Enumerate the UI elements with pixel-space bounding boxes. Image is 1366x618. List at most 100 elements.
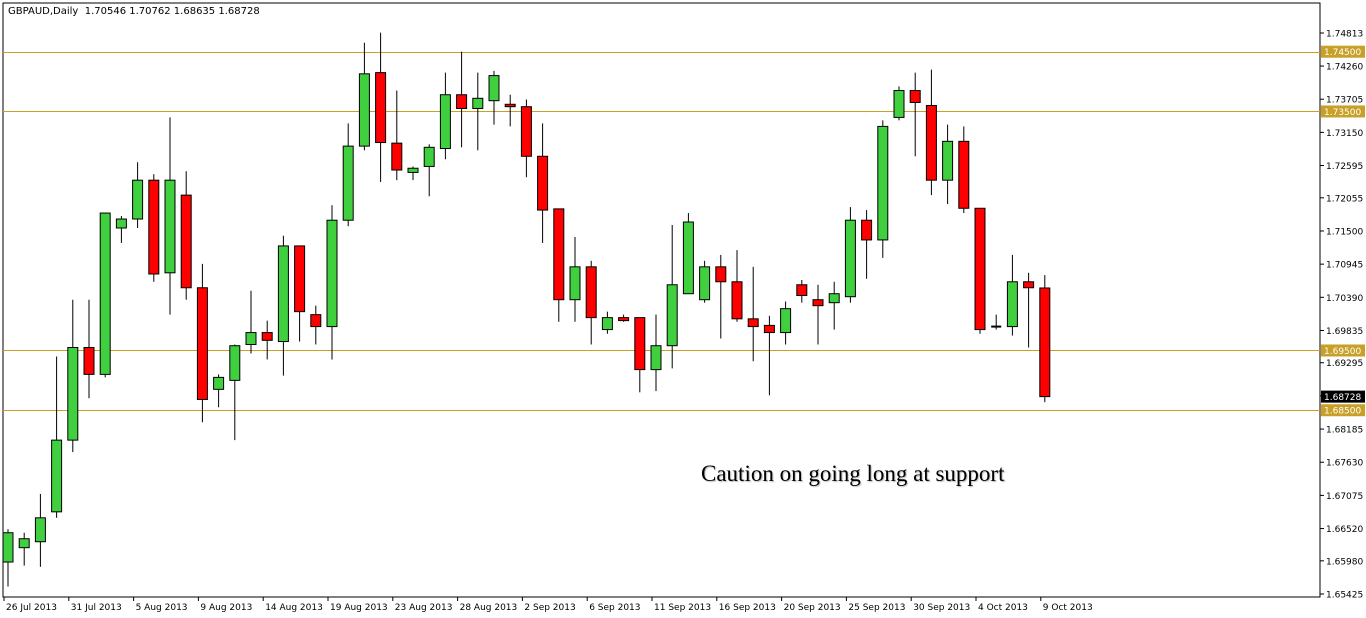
- date-tick-label: 6 Sep 2013: [589, 603, 640, 613]
- candle-body: [83, 347, 95, 375]
- price-axis: 1.74813 1.74260 1.73705 1.73150 1.72595 1.720…: [1320, 30, 1365, 601]
- candle-body: [326, 219, 338, 328]
- candle-body: [731, 281, 743, 320]
- candle-body: [180, 194, 192, 289]
- price-tick-label: 1.72055: [1326, 194, 1363, 204]
- candle-body: [196, 287, 208, 400]
- price-tick-label: 1.69295: [1326, 359, 1363, 369]
- candle-body: [861, 219, 873, 241]
- candle-body: [958, 140, 970, 209]
- candle-body: [391, 142, 403, 171]
- price-tick-label: 1.73150: [1326, 129, 1363, 139]
- candle-body: [715, 266, 727, 283]
- candle-body: [569, 266, 581, 301]
- price-tick-label: 1.69835: [1326, 327, 1363, 337]
- date-tick-label: 5 Aug 2013: [136, 603, 188, 613]
- date-tick-label: 23 Aug 2013: [395, 603, 453, 613]
- date-tick-label: 30 Sep 2013: [913, 603, 970, 613]
- price-tick-label: 1.67630: [1326, 459, 1363, 469]
- date-tick-label: 9 Aug 2013: [200, 603, 252, 613]
- candle-body: [877, 125, 889, 241]
- price-tick-label: 1.65425: [1326, 591, 1363, 601]
- price-tick-label: 1.66520: [1326, 525, 1363, 535]
- candle-body: [893, 90, 905, 118]
- date-tick-label: 11 Sep 2013: [654, 603, 711, 613]
- price-tick-label: 1.68185: [1326, 426, 1363, 436]
- candle-body: [650, 345, 662, 371]
- candle-body: [601, 317, 613, 331]
- price-tick-label: 1.70390: [1326, 294, 1363, 304]
- candle-body: [585, 266, 597, 319]
- chart-annotation: Caution on going long at support: [701, 461, 1005, 486]
- date-tick-label: 31 Jul 2013: [71, 603, 122, 613]
- candle-body: [699, 266, 711, 301]
- date-tick-label: 19 Aug 2013: [330, 603, 388, 613]
- price-tick-label: 1.73705: [1326, 96, 1363, 106]
- level-price-tag: [1321, 404, 1365, 417]
- level-price-tag-label: 1.74500: [1324, 48, 1361, 58]
- candle-body: [666, 284, 678, 347]
- candle-body: [828, 293, 840, 304]
- candle-body: [1039, 287, 1051, 398]
- current-price-label: 1.68728: [1324, 393, 1361, 403]
- candle-body: [229, 345, 241, 381]
- candle-body: [682, 221, 694, 295]
- candle-body: [796, 284, 808, 297]
- date-tick-label: 4 Oct 2013: [978, 603, 1028, 613]
- date-tick-label: 25 Sep 2013: [848, 603, 905, 613]
- candle-body: [245, 332, 257, 346]
- candle-body: [375, 72, 387, 144]
- candle-body: [99, 212, 111, 375]
- candle-body: [456, 94, 468, 109]
- date-tick-label: 9 Oct 2013: [1043, 603, 1093, 613]
- candle-body: [1006, 281, 1018, 328]
- level-price-tag: [1321, 344, 1365, 357]
- date-tick-label: 20 Sep 2013: [784, 603, 841, 613]
- symbol-name: GBPAUD,Daily: [8, 6, 79, 17]
- level-price-tag-label: 1.68500: [1324, 407, 1361, 417]
- price-tick-label: 1.67075: [1326, 492, 1363, 502]
- candlesticks: [2, 32, 1051, 587]
- candle-body: [261, 332, 273, 341]
- candle-body: [132, 179, 144, 220]
- candle-body: [423, 146, 435, 167]
- candle-body: [310, 314, 322, 328]
- candle-body: [553, 208, 565, 301]
- candle-body: [472, 97, 484, 109]
- candle-body: [488, 75, 500, 102]
- candle-body: [1023, 281, 1035, 289]
- candle-body: [634, 317, 646, 371]
- candle-body: [148, 179, 160, 275]
- price-tick-label: 1.71500: [1326, 227, 1363, 237]
- candle-body: [213, 376, 225, 390]
- candle-body: [34, 517, 46, 543]
- candle-body: [974, 207, 986, 331]
- candle-body: [358, 73, 370, 147]
- date-tick-label: 2 Sep 2013: [524, 603, 575, 613]
- candle-body: [618, 317, 630, 322]
- candle-body: [537, 155, 549, 211]
- low-value: 1.68635: [173, 6, 216, 17]
- candle-body: [164, 179, 176, 274]
- open-value: 1.70546: [84, 6, 127, 17]
- candle-body: [763, 324, 775, 334]
- candle-body: [909, 90, 921, 103]
- candle-body: [520, 106, 532, 157]
- candle-body: [51, 439, 63, 513]
- candle-body: [277, 245, 289, 343]
- candle-body: [115, 218, 127, 229]
- close-value: 1.68728: [218, 6, 260, 17]
- price-tick-label: 1.65980: [1326, 557, 1363, 567]
- candle-body: [67, 347, 79, 441]
- candle-body: [342, 145, 354, 221]
- candle-body: [18, 538, 30, 549]
- candle-body: [747, 318, 759, 328]
- candle-body: [504, 103, 516, 108]
- level-price-tag: [1321, 105, 1365, 118]
- price-tick-label: 1.72595: [1326, 162, 1363, 172]
- date-tick-label: 14 Aug 2013: [265, 603, 323, 613]
- date-tick-label: 26 Jul 2013: [6, 603, 57, 613]
- date-axis: 26 Jul 2013 31 Jul 2013 5 Aug 2013 9 Aug 20…: [3, 597, 1093, 613]
- price-tick-label: 1.74813: [1326, 30, 1363, 40]
